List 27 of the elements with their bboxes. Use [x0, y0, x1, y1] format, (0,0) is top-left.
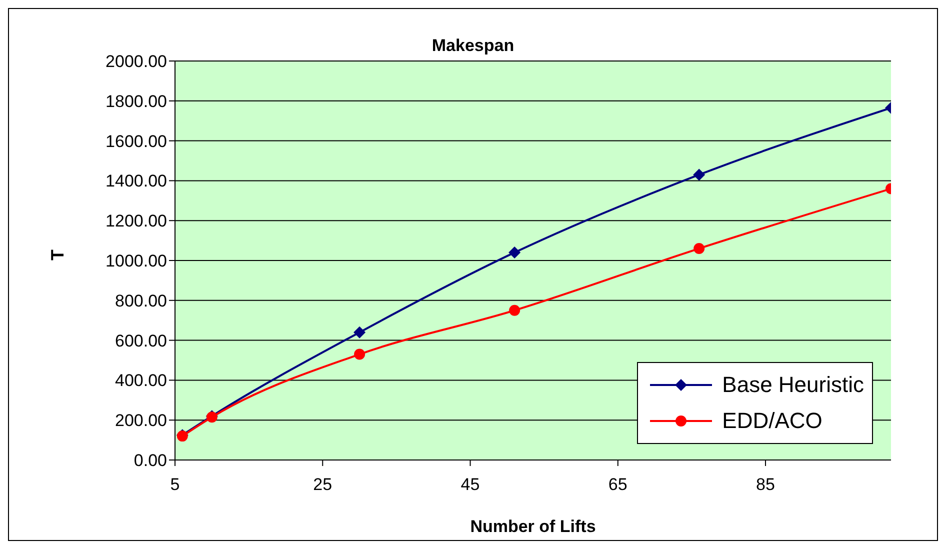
point	[693, 168, 706, 181]
point	[354, 326, 366, 338]
x-tick-label: 5	[170, 475, 180, 494]
legend-label: Base Heuristic	[722, 372, 864, 398]
x-tick-label: 65	[608, 475, 628, 494]
point	[508, 246, 521, 259]
y-tick-label: 600.00	[115, 331, 167, 350]
y-tick-label: 1800.00	[106, 92, 167, 111]
x-axis-title: Number of Lifts	[470, 517, 596, 536]
y-tick-label: 800.00	[115, 291, 167, 310]
point	[509, 304, 520, 316]
y-tick-label: 0.00	[134, 451, 167, 470]
y-tick-label: 1600.00	[106, 132, 167, 151]
legend-label: EDD/ACO	[722, 408, 822, 434]
y-tick-label: 1400.00	[106, 172, 167, 191]
point	[694, 243, 705, 254]
y-tick-label: 1000.00	[106, 252, 167, 271]
chart-title: Makespan	[432, 36, 514, 55]
x-tick-label: 85	[756, 475, 775, 494]
y-tick-label: 2000.00	[106, 52, 167, 72]
point	[354, 348, 366, 360]
y-axis-title: T	[47, 250, 68, 260]
y-tick-label: 400.00	[115, 371, 167, 390]
y-tick-label: 200.00	[115, 411, 167, 430]
x-tick-label: 25	[313, 475, 332, 494]
x-tick-label: 45	[460, 475, 480, 494]
y-tick-label: 1200.00	[106, 212, 167, 231]
